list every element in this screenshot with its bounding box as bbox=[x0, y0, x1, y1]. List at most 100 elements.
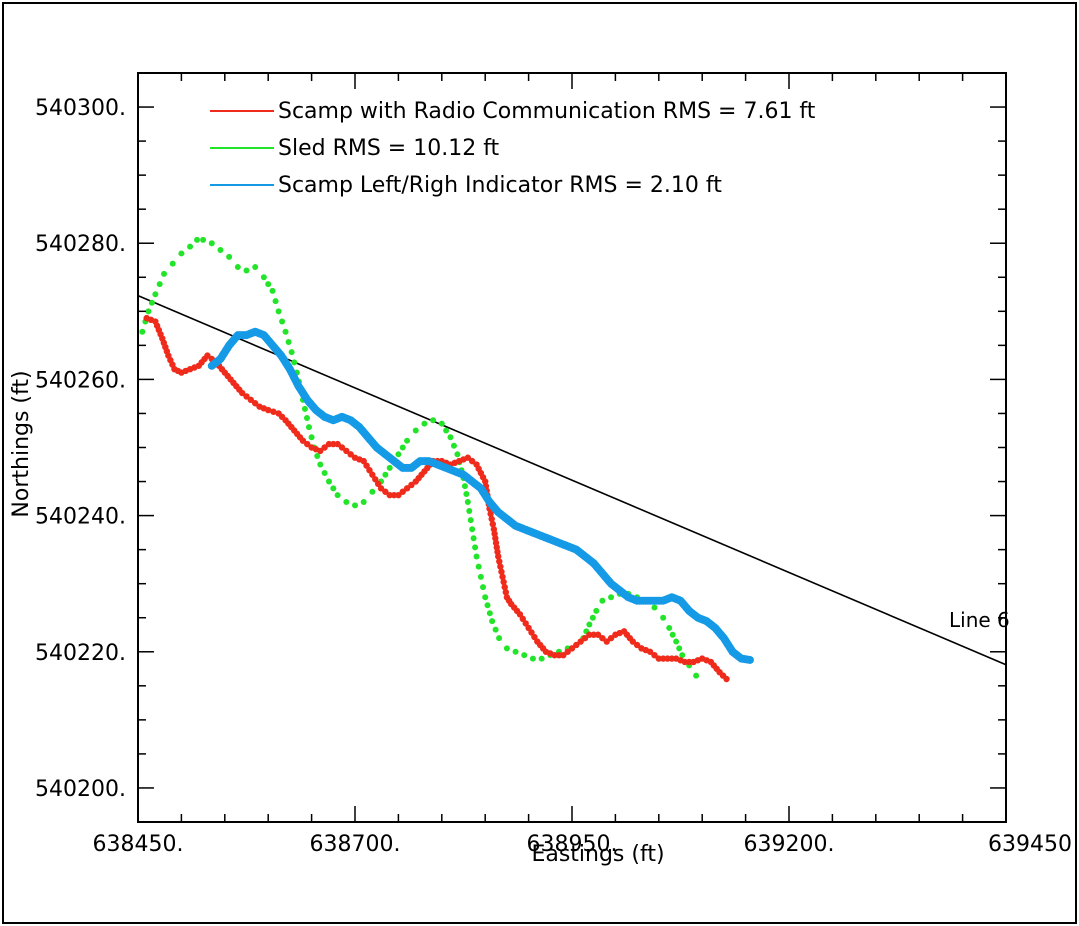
legend-entry: Sled RMS = 10.12 ft bbox=[278, 136, 500, 161]
data-point bbox=[581, 634, 589, 642]
data-point bbox=[204, 352, 211, 359]
data-point bbox=[269, 287, 276, 294]
data-point bbox=[291, 359, 298, 366]
data-point bbox=[238, 389, 246, 397]
data-point bbox=[347, 451, 354, 458]
data-point bbox=[486, 610, 493, 617]
y-tick-label: 540260. bbox=[35, 368, 126, 393]
data-point bbox=[366, 466, 373, 474]
data-point bbox=[265, 406, 272, 414]
data-point bbox=[651, 651, 658, 659]
data-point bbox=[314, 453, 321, 460]
data-point bbox=[169, 260, 176, 267]
data-point bbox=[496, 558, 503, 565]
data-point bbox=[382, 488, 389, 495]
data-point bbox=[334, 492, 341, 499]
data-point bbox=[321, 470, 328, 477]
data-point bbox=[395, 491, 402, 499]
x-tick-label: 638700. bbox=[310, 832, 401, 857]
data-point bbox=[403, 485, 411, 492]
data-point bbox=[369, 471, 376, 478]
data-point bbox=[498, 568, 505, 575]
data-point bbox=[330, 485, 337, 492]
legend: Scamp with Radio Communication RMS = 7.6… bbox=[210, 99, 816, 198]
data-point bbox=[608, 594, 615, 601]
data-point bbox=[577, 638, 584, 645]
y-tick-label: 540280. bbox=[35, 232, 126, 257]
data-point bbox=[489, 520, 496, 528]
data-point bbox=[382, 471, 389, 478]
data-point bbox=[395, 451, 402, 458]
data-point bbox=[497, 563, 504, 570]
data-point bbox=[673, 638, 680, 645]
data-point bbox=[594, 631, 602, 638]
data-point bbox=[399, 444, 406, 451]
y-tick-label: 540240. bbox=[35, 505, 126, 530]
data-point bbox=[492, 626, 499, 633]
data-point bbox=[194, 236, 201, 243]
data-point bbox=[412, 427, 419, 434]
data-point bbox=[321, 444, 328, 451]
data-point bbox=[660, 614, 667, 621]
data-point bbox=[304, 440, 311, 448]
data-point bbox=[666, 624, 673, 631]
data-point bbox=[404, 437, 411, 444]
data-point bbox=[372, 476, 379, 483]
data-point bbox=[560, 651, 567, 659]
data-point bbox=[377, 485, 385, 492]
data-point bbox=[589, 614, 596, 621]
data-point bbox=[243, 393, 250, 400]
data-point bbox=[669, 631, 676, 638]
data-point bbox=[464, 498, 471, 505]
data-point bbox=[430, 417, 437, 424]
reference-line bbox=[138, 294, 1006, 666]
data-point bbox=[477, 573, 484, 580]
data-point bbox=[693, 672, 700, 679]
data-point bbox=[651, 604, 658, 611]
x-tick-label: 639450 bbox=[988, 832, 1072, 857]
data-point bbox=[475, 563, 482, 570]
data-point bbox=[360, 457, 367, 465]
plot-area bbox=[138, 236, 1006, 683]
data-point bbox=[369, 488, 376, 495]
data-point bbox=[139, 328, 146, 335]
data-point bbox=[454, 451, 461, 458]
data-point bbox=[470, 535, 477, 542]
data-point bbox=[525, 624, 532, 632]
y-tick-label: 540300. bbox=[35, 96, 126, 121]
data-point bbox=[161, 270, 168, 277]
data-point bbox=[275, 308, 282, 315]
data-point bbox=[484, 602, 491, 609]
data-point bbox=[607, 634, 615, 642]
data-point bbox=[531, 633, 538, 641]
data-point bbox=[279, 318, 286, 325]
data-point bbox=[745, 655, 754, 664]
data-point bbox=[482, 594, 489, 601]
data-point bbox=[338, 444, 346, 451]
data-point bbox=[447, 434, 454, 441]
data-point bbox=[343, 498, 350, 505]
data-point bbox=[487, 510, 494, 518]
data-point bbox=[208, 240, 215, 247]
data-point bbox=[629, 638, 636, 645]
data-point bbox=[272, 298, 279, 305]
data-point bbox=[495, 553, 502, 560]
data-point bbox=[646, 648, 654, 655]
data-point bbox=[464, 454, 472, 461]
data-point bbox=[285, 338, 292, 345]
data-point bbox=[265, 281, 272, 288]
data-point bbox=[303, 414, 310, 421]
y-axis-label: Northings (ft) bbox=[9, 370, 34, 517]
data-point bbox=[723, 675, 730, 683]
data-point bbox=[299, 437, 307, 444]
data-point bbox=[200, 236, 207, 243]
data-point bbox=[317, 447, 324, 455]
data-point bbox=[599, 597, 606, 604]
data-point bbox=[676, 645, 683, 652]
series-1 bbox=[139, 236, 700, 679]
data-point bbox=[360, 498, 367, 505]
data-point bbox=[352, 502, 358, 509]
y-tick-label: 540220. bbox=[35, 641, 126, 666]
data-point bbox=[467, 517, 474, 524]
